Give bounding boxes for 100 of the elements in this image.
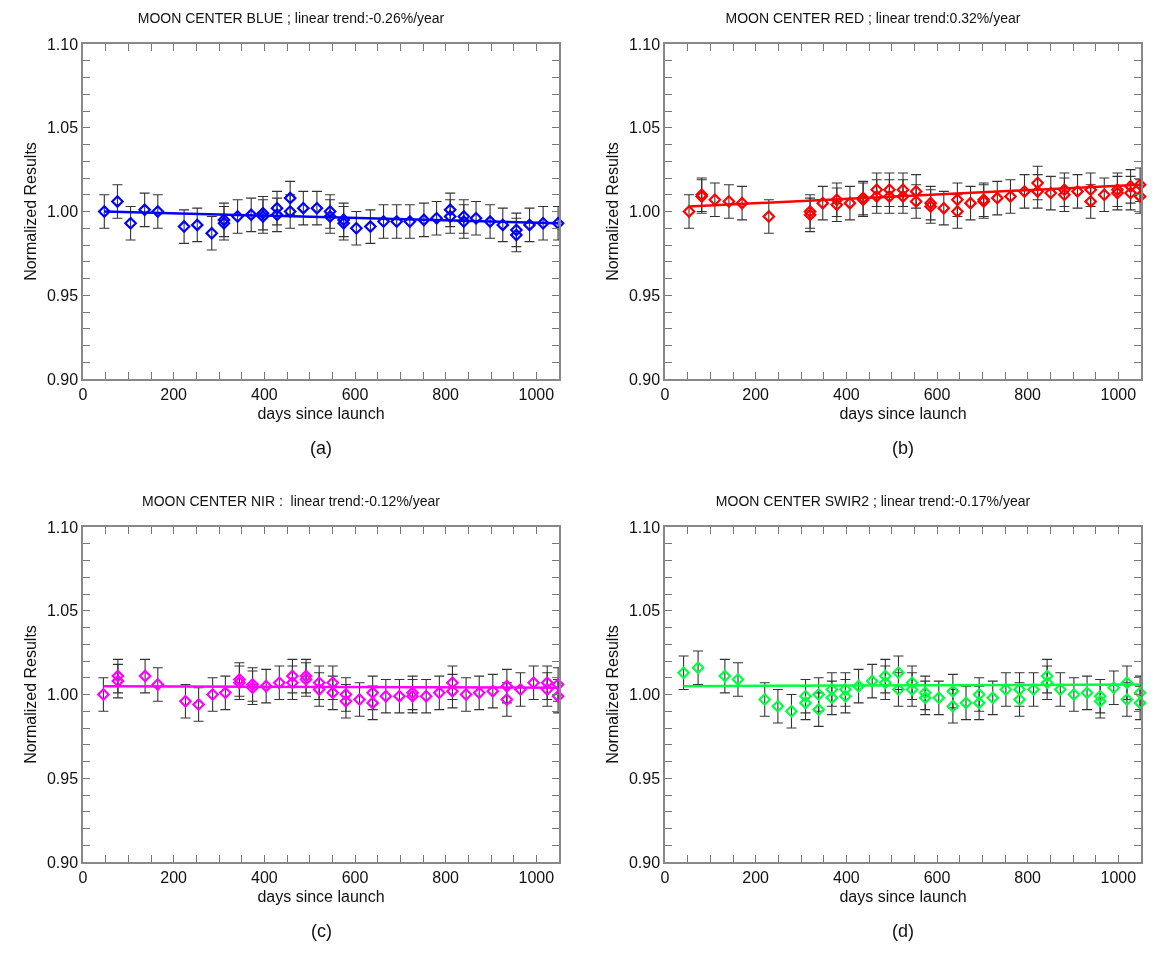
y-tick-label: 0.95: [628, 286, 661, 304]
point: [691, 661, 705, 674]
point: [339, 694, 353, 708]
y-tick-label: 1.10: [46, 518, 79, 536]
x-tick-label: 1000: [518, 868, 555, 886]
point: [708, 193, 722, 207]
y-tick-label: 1.00: [628, 203, 661, 221]
point: [879, 676, 892, 690]
point: [500, 679, 514, 693]
point: [540, 683, 554, 696]
point: [1093, 694, 1107, 708]
point: [918, 686, 932, 700]
point: [1084, 183, 1097, 197]
point: [1120, 676, 1134, 690]
point: [510, 223, 523, 237]
point: [1124, 180, 1137, 193]
x-tick-label: 800: [432, 868, 460, 886]
point: [244, 208, 258, 222]
point: [231, 210, 244, 223]
point: [986, 691, 1000, 705]
y-axis-title: Normalized Results: [604, 142, 622, 281]
point: [339, 688, 353, 701]
point: [270, 208, 284, 222]
text: (b): [892, 438, 914, 458]
point: [1044, 186, 1058, 200]
point: [830, 198, 844, 212]
point: [1133, 686, 1147, 700]
y-tick-label: 1.05: [628, 119, 661, 137]
point: [192, 698, 205, 711]
y-tick-label: 1.10: [628, 35, 661, 53]
point: [179, 694, 192, 708]
point: [812, 703, 825, 716]
point: [177, 220, 191, 233]
point: [677, 666, 690, 680]
point: [233, 676, 246, 690]
point: [472, 686, 486, 700]
point: [366, 686, 379, 700]
point: [825, 683, 839, 696]
point: [932, 691, 946, 705]
y-axis-title: Normalized Results: [22, 625, 40, 764]
x-tick-label: 0: [660, 868, 670, 886]
point: [892, 683, 905, 696]
x-tick-label: 800: [432, 385, 460, 403]
point: [1071, 185, 1084, 198]
point: [1067, 688, 1081, 701]
point: [111, 674, 125, 688]
point: [364, 220, 377, 233]
point: [1004, 190, 1017, 203]
point: [151, 678, 165, 691]
y-axis-title: Normalized Results: [22, 142, 40, 281]
point: [97, 688, 110, 701]
point: [1133, 178, 1147, 191]
x-tick-label: 200: [160, 385, 188, 403]
point: [390, 215, 404, 228]
x-axis-title: days since launch: [257, 888, 385, 906]
chart-title: MOON CENTER RED ; linear trend:0.32%/year: [725, 9, 1021, 26]
point: [551, 216, 565, 230]
point: [446, 684, 459, 698]
point: [803, 205, 817, 218]
point: [350, 221, 363, 235]
point: [443, 210, 457, 223]
point: [1058, 188, 1071, 202]
point: [299, 669, 313, 683]
point: [430, 211, 443, 225]
point: [1093, 689, 1107, 703]
x-tick-label: 400: [832, 385, 860, 403]
chart-title: MOON CENTER NIR : linear trend:-0.12%/year: [142, 492, 441, 509]
y-tick-label: 1.00: [46, 203, 79, 221]
point: [379, 689, 393, 703]
point: [1097, 188, 1111, 202]
x-tick-label: 400: [250, 868, 278, 886]
y-tick-label: 1.05: [46, 602, 79, 620]
point: [771, 699, 785, 713]
x-tick-label: 600: [923, 385, 951, 403]
point: [1084, 195, 1097, 208]
point: [1031, 185, 1044, 198]
x-tick-label: 200: [742, 385, 770, 403]
point: [1013, 683, 1026, 696]
point: [256, 210, 270, 223]
point: [98, 205, 111, 218]
point: [377, 215, 390, 228]
point: [299, 673, 313, 686]
point: [283, 205, 297, 218]
point: [393, 689, 406, 703]
x-tick-label: 400: [832, 868, 860, 886]
chart-title: MOON CENTER BLUE ; linear trend:-0.26%/year: [137, 9, 445, 26]
point: [879, 669, 892, 683]
point: [825, 691, 839, 705]
y-tick-label: 1.10: [46, 35, 79, 53]
point: [896, 190, 910, 203]
point: [283, 191, 297, 205]
point: [551, 689, 565, 703]
point: [403, 215, 417, 228]
point: [735, 196, 749, 210]
y-tick-label: 0.95: [46, 769, 79, 787]
x-tick-label: 600: [341, 868, 369, 886]
point: [870, 190, 884, 203]
point: [323, 210, 337, 223]
point: [1133, 190, 1147, 203]
point: [297, 201, 310, 215]
